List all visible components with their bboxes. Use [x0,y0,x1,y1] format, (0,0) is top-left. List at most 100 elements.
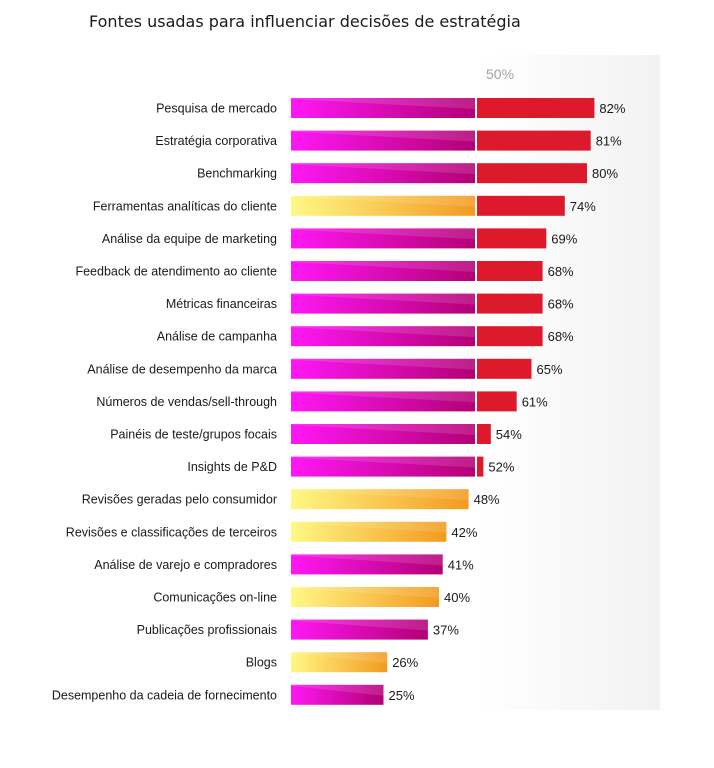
bar-highlight [291,293,476,305]
category-label: Métricas financeiras [166,297,277,311]
category-label: Análise de campanha [157,330,277,344]
bar-row: Insights de P&D 52% [187,456,515,477]
category-label: Análise de varejo e compradores [94,558,277,572]
bar-above-reference [476,391,517,412]
value-label: 40% [444,590,470,605]
category-label: Comunicações on-line [153,591,277,605]
category-label: Análise de desempenho da marca [87,362,277,376]
bar-highlight [291,619,428,631]
bar-highlight [291,684,384,696]
bar-highlight [291,326,476,338]
bar-highlight [291,391,476,403]
value-label: 68% [548,297,574,312]
value-label: 37% [433,623,459,638]
bar-highlight [291,424,476,435]
category-label: Estratégia corporativa [155,134,277,148]
value-label: 61% [522,394,548,409]
bar-highlight [291,358,476,370]
bar-highlight [291,261,476,272]
bar [291,554,443,575]
bar-row: Painéis de teste/grupos focais 54% [110,424,522,444]
category-label: Painéis de teste/grupos focais [110,428,277,442]
value-label: 48% [474,492,500,507]
value-label: 74% [570,199,596,214]
bar [291,195,476,216]
bar-row: Análise de desempenho da marca 65% [87,358,563,379]
bar-highlight [291,554,443,566]
value-label: 68% [548,329,574,344]
bar-above-reference [476,130,591,151]
bar [291,391,476,412]
value-label: 41% [448,557,474,572]
bar-above-reference [476,98,595,118]
bar-row: Feedback de atendimento ao cliente 68% [75,261,574,281]
category-label: Benchmarking [197,167,277,181]
bar-row: Blogs 26% [246,652,419,673]
category-label: Ferramentas analíticas do cliente [93,199,277,213]
chart-title: Fontes usadas para influenciar decisões … [89,12,521,31]
bar-highlight [291,652,388,664]
bar-highlight [291,521,447,533]
bar-above-reference [476,293,543,314]
category-label: Análise da equipe de marketing [102,232,277,246]
bar-row: Benchmarking 80% [197,163,618,184]
bar-above-reference [476,228,547,249]
bar-highlight [291,489,469,501]
category-label: Revisões geradas pelo consumidor [82,493,277,507]
bar-above-reference [476,326,543,347]
value-label: 42% [451,525,477,540]
bar-row: Revisões geradas pelo consumidor 48% [82,489,500,510]
bar [291,652,388,673]
category-label: Números de vendas/sell-through [96,395,277,409]
bar [291,424,476,444]
bar-highlight [291,163,476,175]
bar-row: Análise da equipe de marketing 69% [102,228,578,249]
category-label: Pesquisa de mercado [156,102,277,116]
bar-row: Desempenho da cadeia de fornecimento 25% [52,684,415,705]
bar [291,684,384,705]
value-label: 80% [592,166,618,181]
bar-highlight [291,228,476,240]
bar [291,521,447,542]
bar-above-reference [476,163,587,184]
value-label: 81% [596,134,622,149]
value-label: 69% [551,231,577,246]
bar-row: Comunicações on-line 40% [153,587,470,607]
bar [291,228,476,249]
bar [291,261,476,281]
bar-row: Análise de campanha 68% [157,326,574,347]
bar-row: Análise de varejo e compradores 41% [94,554,474,575]
value-label: 26% [392,655,418,670]
bar [291,619,428,640]
category-label: Revisões e classificações de terceiros [66,525,277,539]
category-label: Insights de P&D [187,460,277,474]
category-label: Desempenho da cadeia de fornecimento [52,688,277,702]
reference-label: 50% [486,66,514,82]
bar [291,489,469,510]
bar-row: Publicações profissionais 37% [137,619,459,640]
reference-panel [476,55,660,710]
bar-highlight [291,130,476,142]
value-label: 54% [496,427,522,442]
value-label: 65% [537,362,563,377]
bar-row: Números de vendas/sell-through 61% [96,391,548,412]
bar [291,587,439,607]
bar-above-reference [476,358,532,379]
bar-highlight [291,456,476,468]
bar [291,456,476,477]
category-label: Publicações profissionais [137,623,277,637]
bar [291,293,476,314]
value-label: 52% [488,460,514,475]
category-label: Blogs [246,656,277,670]
bar-row: Ferramentas analíticas do cliente 74% [93,195,596,216]
category-label: Feedback de atendimento ao cliente [75,265,277,279]
bar-row: Revisões e classificações de terceiros 42… [66,521,478,542]
bar-highlight [291,98,476,109]
bar [291,358,476,379]
bar-above-reference [476,261,543,281]
bar-highlight [291,587,439,598]
bar-row: Métricas financeiras 68% [166,293,574,314]
value-label: 25% [389,688,415,703]
bar-above-reference [476,424,491,444]
